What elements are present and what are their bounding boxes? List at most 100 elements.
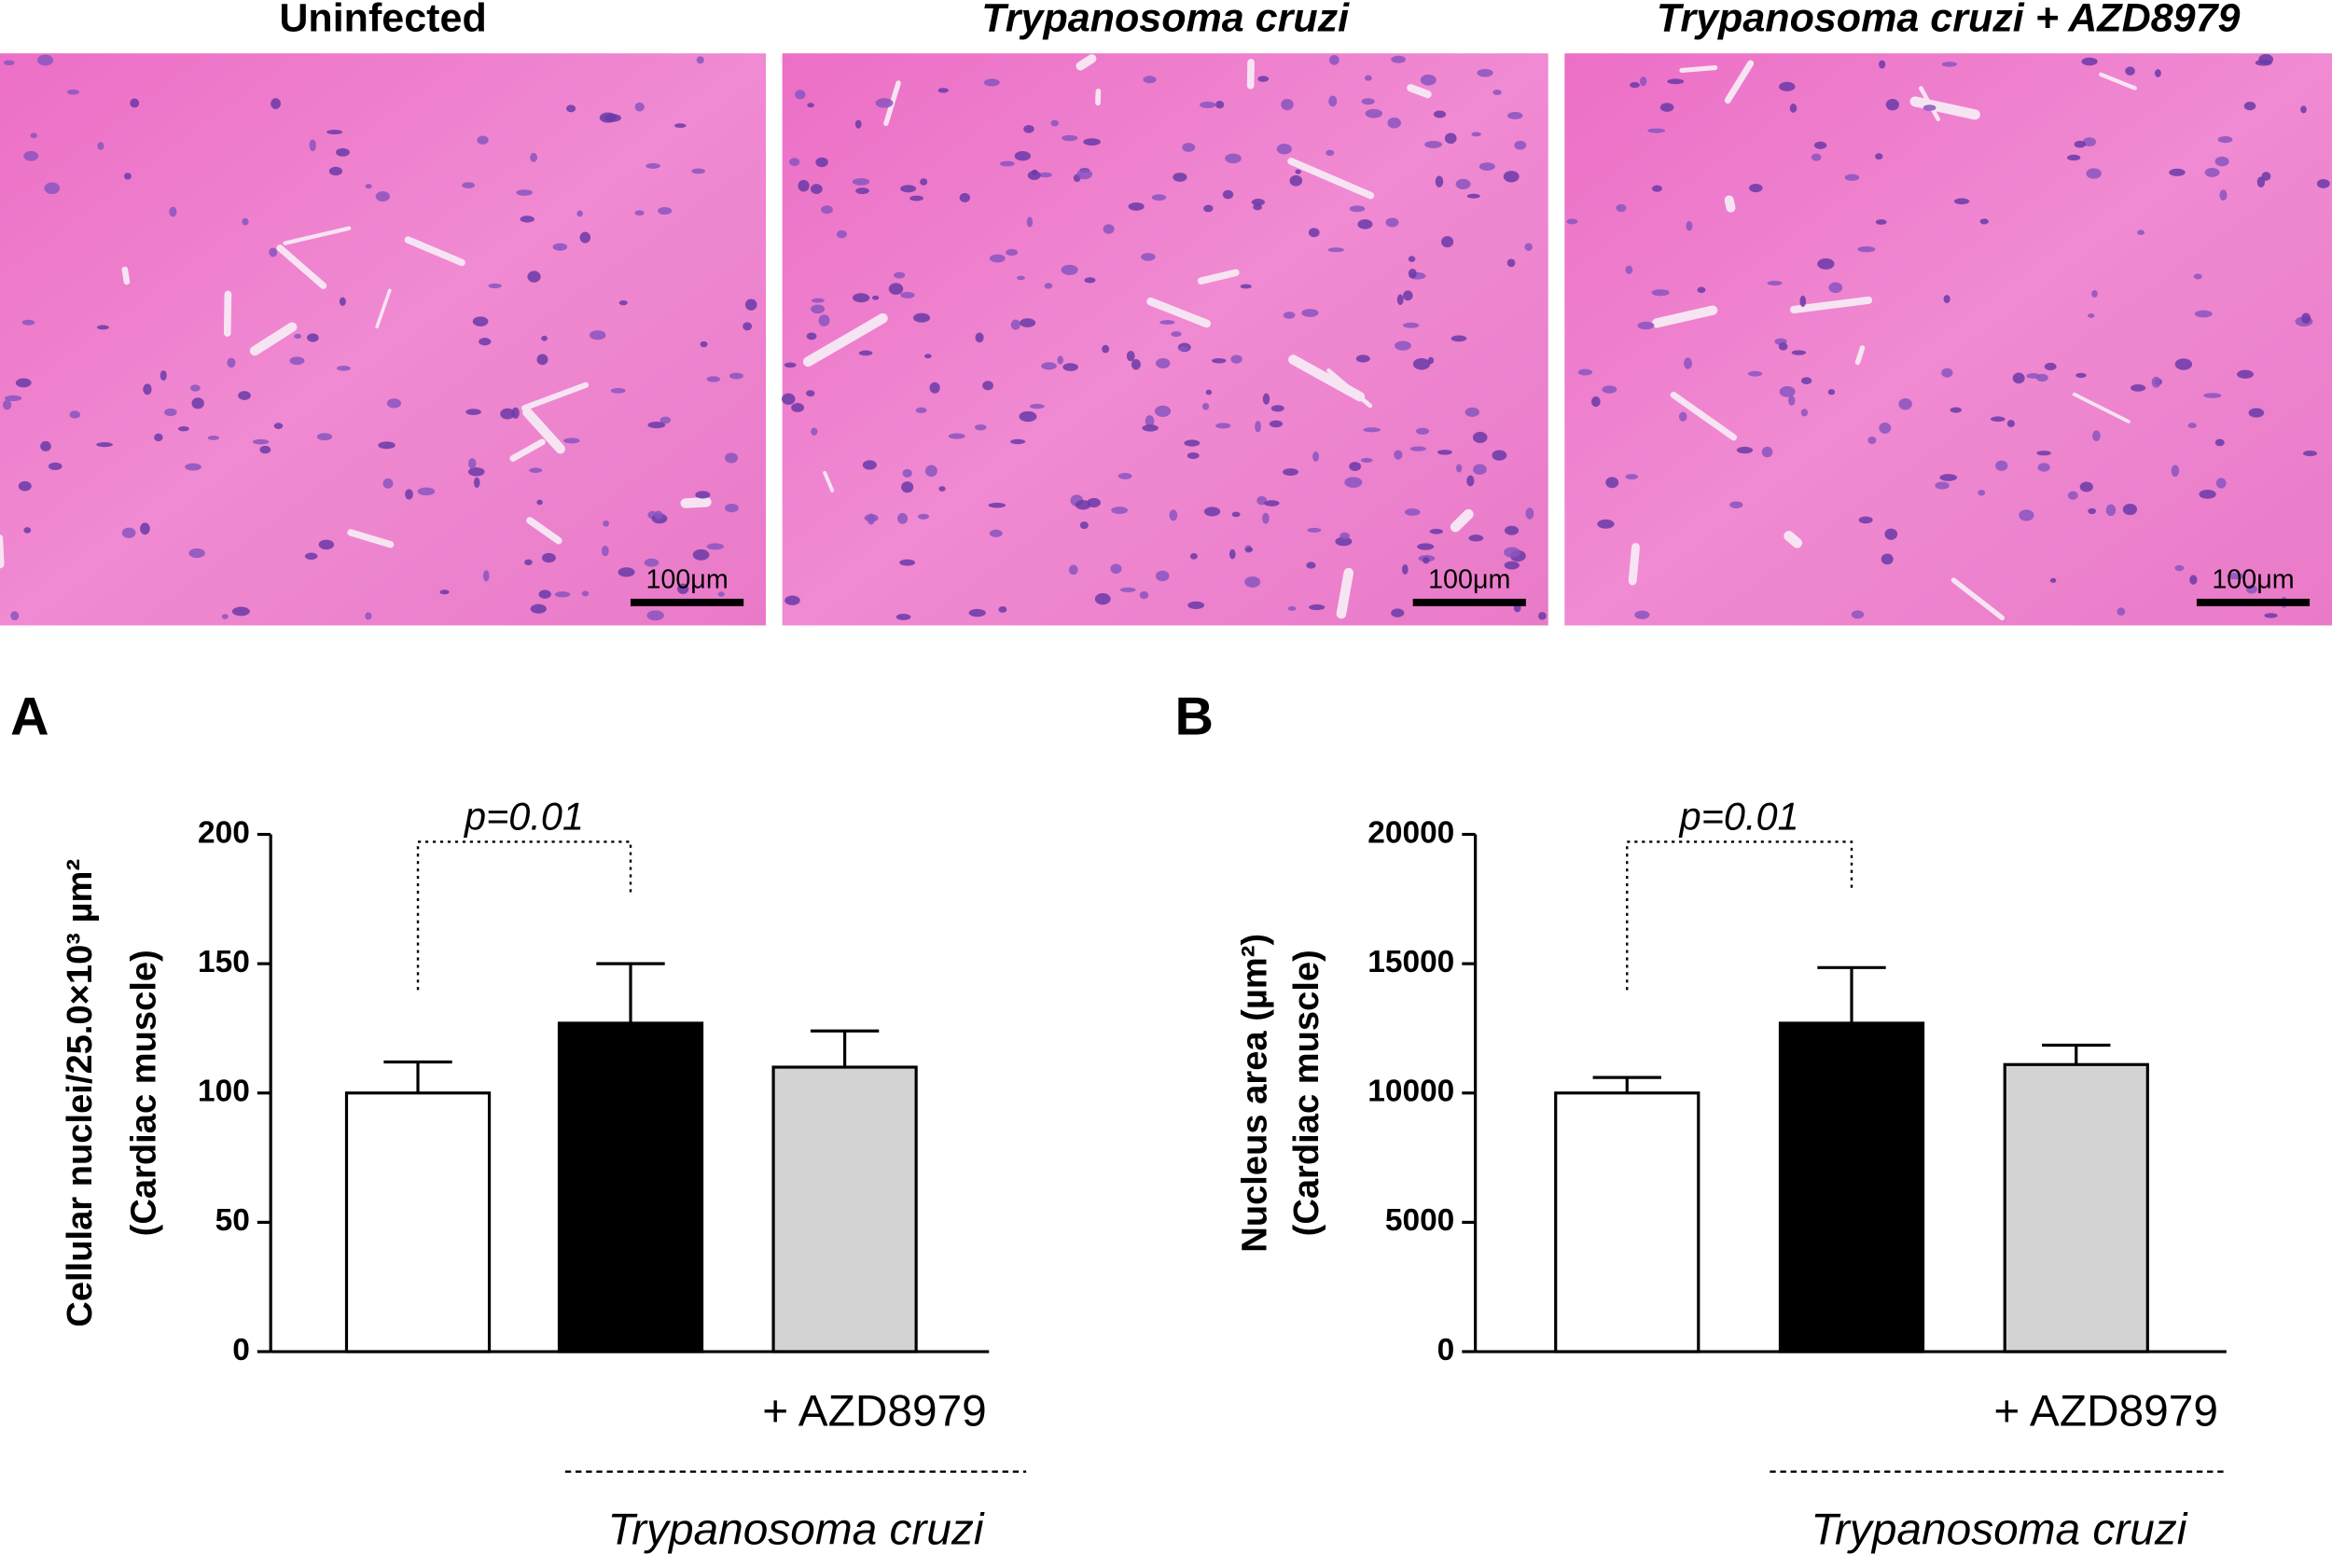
nucleus <box>1253 203 1263 211</box>
nucleus <box>2301 312 2311 325</box>
nucleus <box>1634 610 1650 619</box>
nucleus <box>634 102 645 112</box>
nucleus <box>677 583 689 594</box>
nucleus <box>386 398 402 409</box>
fiber-gap <box>1651 305 1718 328</box>
nucleus <box>2264 613 2278 618</box>
nucleus <box>1307 527 1322 533</box>
nucleus <box>336 147 350 157</box>
nucleus <box>1455 178 1471 190</box>
nucleus <box>1117 473 1132 479</box>
scale-bar <box>631 598 744 606</box>
nucleus <box>864 514 879 522</box>
nucleus <box>895 614 911 620</box>
nucleus <box>1139 590 1149 600</box>
fiber-gap <box>1724 60 1755 104</box>
nucleus <box>23 527 32 534</box>
nucleus <box>696 56 704 64</box>
fiber-gap <box>276 244 327 289</box>
nucleus <box>1736 446 1754 454</box>
nucleus <box>1038 172 1052 178</box>
fiber-gap <box>1628 543 1640 586</box>
nucleus <box>862 460 877 470</box>
y-tick-label: 200 <box>198 815 250 850</box>
nucleus <box>154 433 163 442</box>
nucleus <box>2081 57 2098 66</box>
nucleus <box>1385 217 1399 228</box>
nucleus <box>811 304 826 314</box>
nucleus <box>1504 547 1520 558</box>
nucleus <box>1014 151 1031 161</box>
nucleus <box>988 502 1006 508</box>
nucleus <box>894 271 906 279</box>
bar-chart: A Cellular nuclei/25.0×10³ µm² (Cardiac mu… <box>10 687 1027 1554</box>
nucleus <box>554 591 571 598</box>
nucleus <box>1308 228 1320 238</box>
nucleus <box>4 395 22 402</box>
nucleus <box>259 445 271 454</box>
nucleus <box>1349 205 1366 213</box>
nucleus <box>1637 321 1655 330</box>
nucleus <box>1697 286 1706 294</box>
nucleus <box>603 520 610 527</box>
nucleus <box>1276 144 1292 155</box>
nucleus <box>2174 358 2193 370</box>
nucleus <box>1978 490 1986 496</box>
nucleus <box>1597 519 1615 529</box>
fiber-gap <box>521 382 590 411</box>
nucleus <box>1473 464 1487 475</box>
bar <box>1778 1021 1925 1353</box>
nucleus <box>1062 134 1078 142</box>
nucleus <box>123 173 132 180</box>
fiber-gap <box>1197 269 1240 284</box>
nucleus <box>2215 478 2227 489</box>
nucleus <box>1240 284 1252 289</box>
nucleus <box>1898 397 1912 410</box>
nucleus <box>1800 409 1809 417</box>
scale-bar <box>2196 598 2311 606</box>
nucleus <box>1283 468 1298 477</box>
nucleus <box>462 182 476 188</box>
nucleus <box>1401 564 1409 576</box>
nucleus <box>1444 132 1457 145</box>
nucleus <box>948 433 965 439</box>
fiber-gap <box>1679 64 1718 73</box>
nucleus <box>1630 82 1640 89</box>
nucleus <box>1437 450 1452 455</box>
nucleus <box>536 499 543 506</box>
x-tick-label: + AZD8979 <box>762 1386 987 1436</box>
nucleus <box>645 162 660 169</box>
nucleus <box>541 552 556 563</box>
nucleus <box>30 132 38 139</box>
nucleus <box>983 78 1000 87</box>
nucleus <box>252 438 270 445</box>
nucleus <box>1131 358 1141 370</box>
nucleus <box>1041 362 1057 370</box>
nucleus <box>527 271 541 283</box>
nucleus <box>1466 193 1480 199</box>
nucleus <box>959 192 970 203</box>
nucleus <box>1184 439 1201 447</box>
nucleus <box>1126 351 1135 362</box>
nucleus <box>1062 363 1078 371</box>
nucleus <box>1602 385 1617 394</box>
bar <box>557 1021 704 1353</box>
nucleus <box>1881 553 1894 565</box>
nucleus <box>472 316 489 326</box>
nucleus <box>169 206 177 217</box>
nucleus <box>1201 402 1210 410</box>
nucleus <box>2079 481 2093 493</box>
nucleus <box>1023 124 1034 133</box>
nucleus <box>1309 604 1326 611</box>
nucleus <box>743 322 753 331</box>
nucleus <box>618 299 628 306</box>
nucleus <box>692 548 710 561</box>
nucleus <box>1335 536 1353 547</box>
nucleus <box>2092 430 2101 441</box>
nucleus <box>500 408 515 420</box>
nucleus <box>2171 465 2180 478</box>
nucleus <box>1504 561 1520 570</box>
nucleus <box>1799 295 1807 308</box>
nucleus <box>618 567 635 577</box>
fiber-gap <box>1670 391 1738 441</box>
